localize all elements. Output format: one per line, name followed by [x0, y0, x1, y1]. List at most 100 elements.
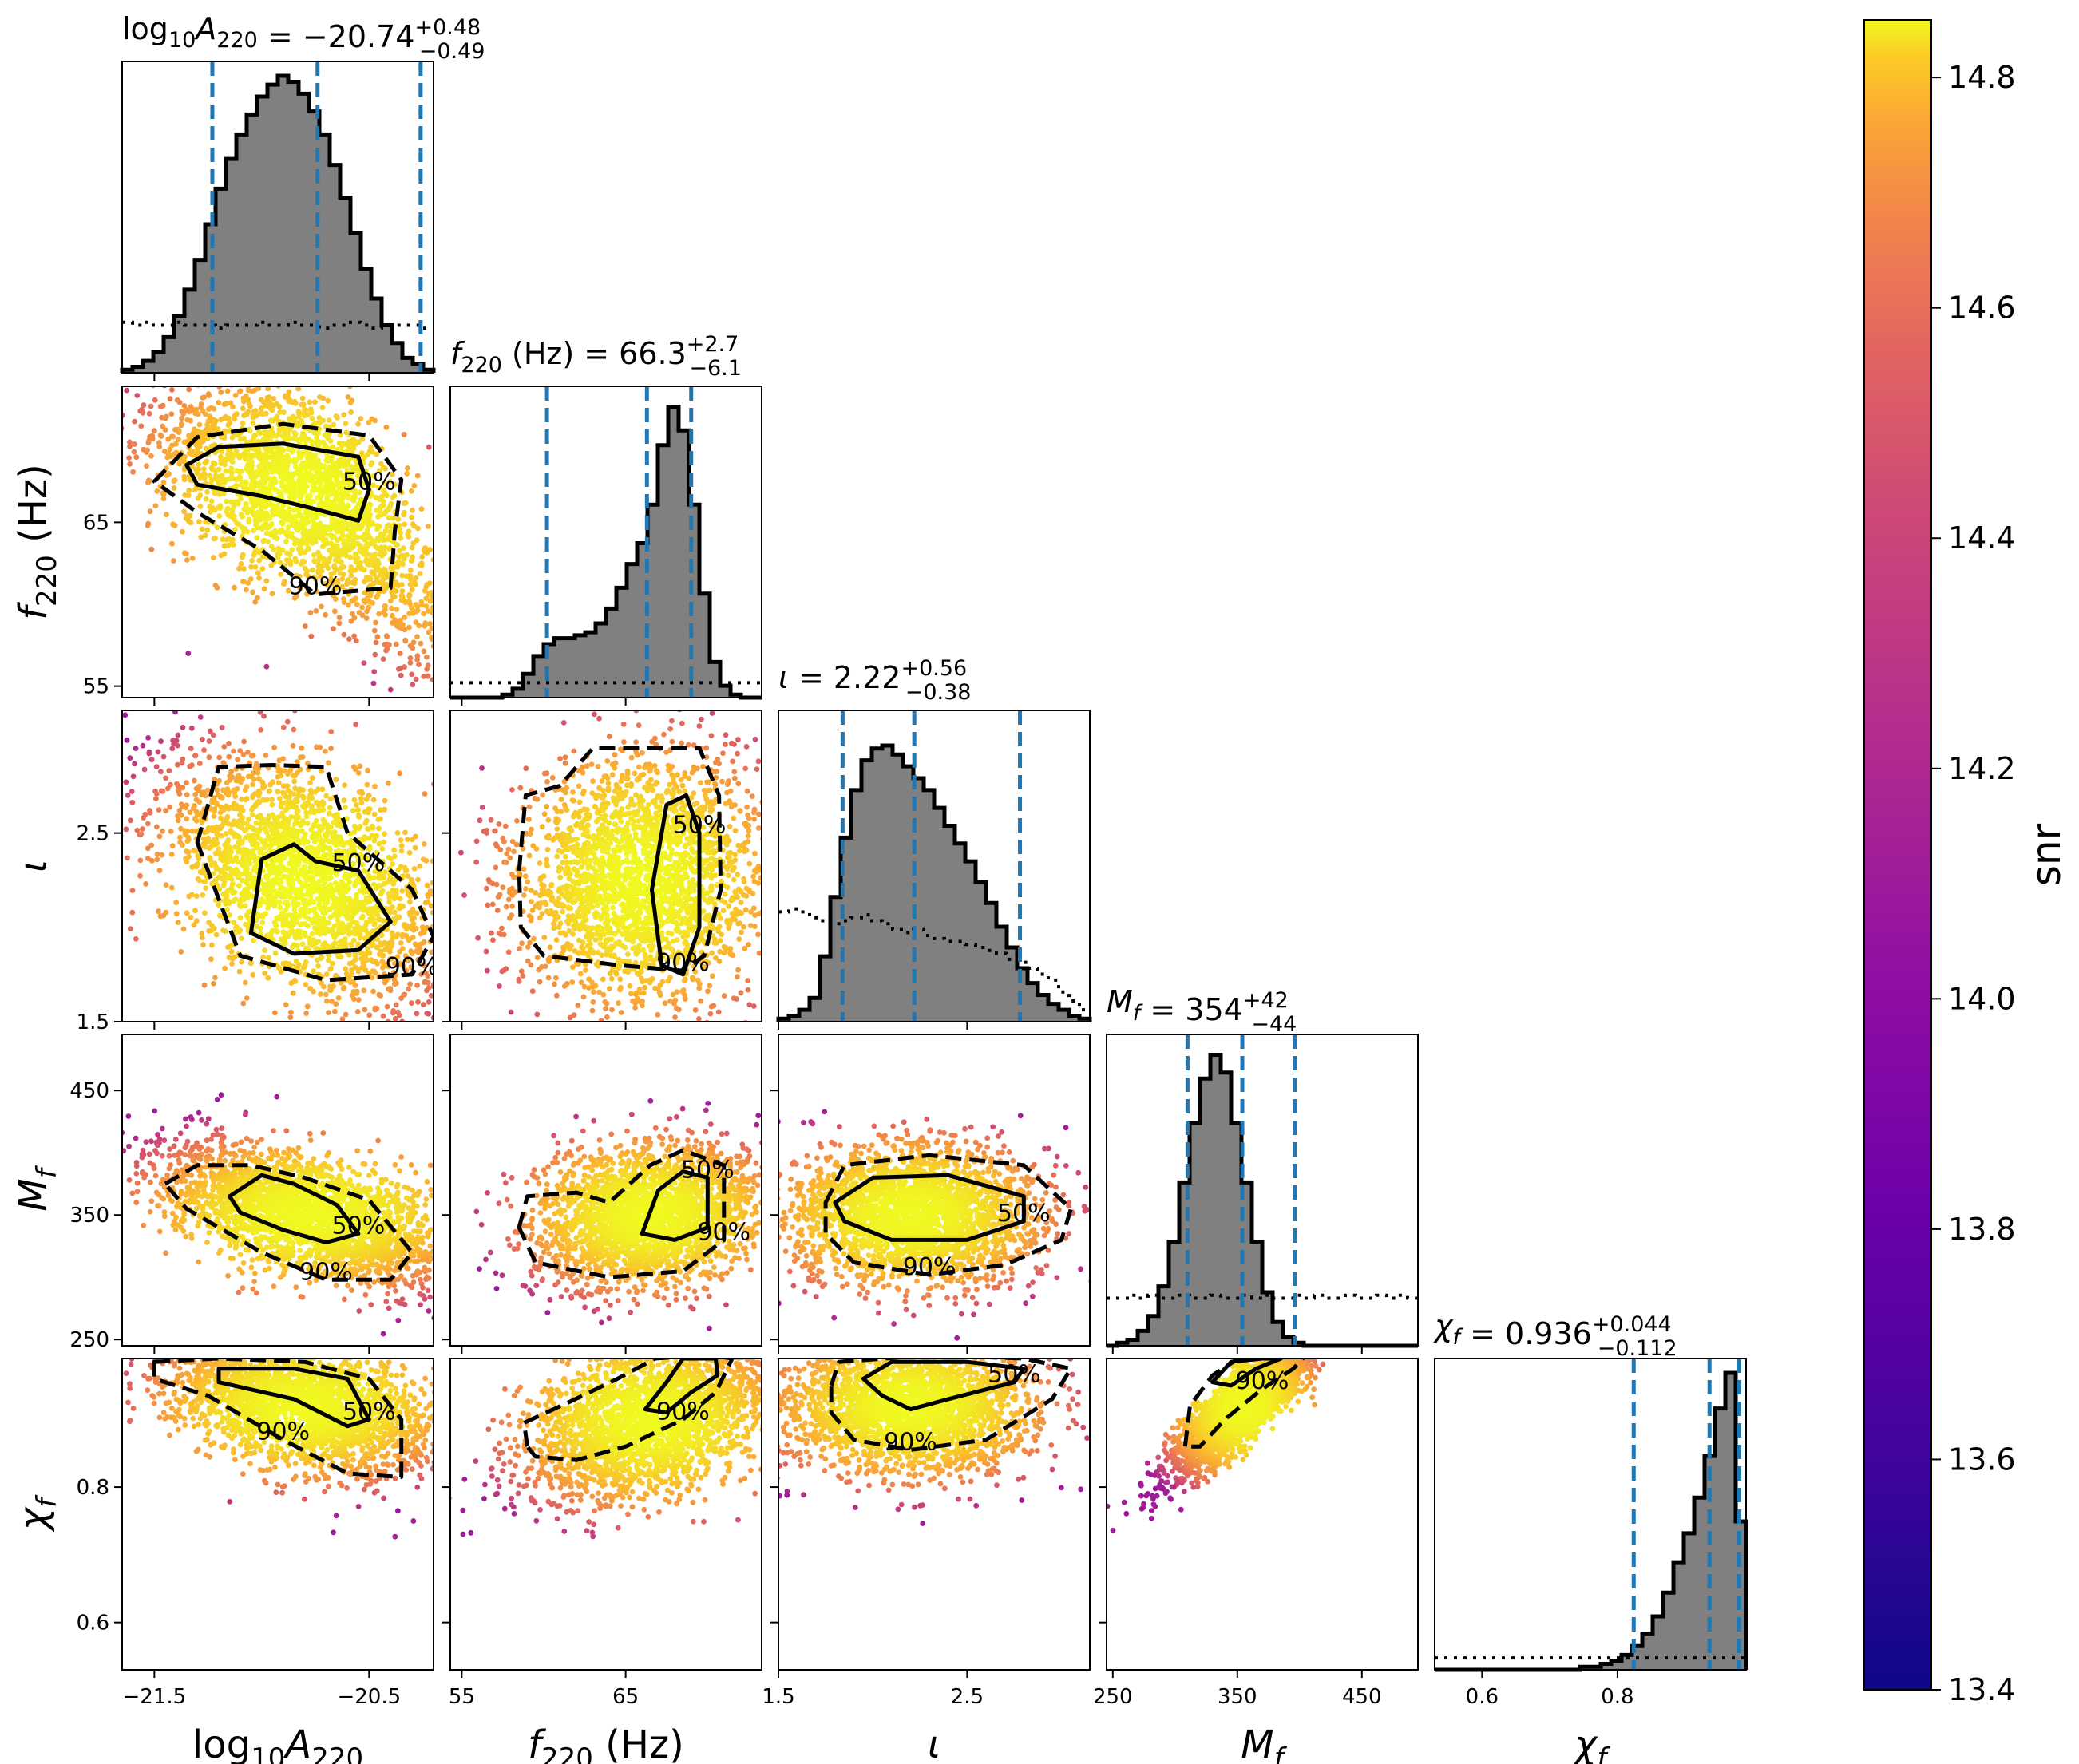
sample-point — [228, 450, 234, 457]
sample-point — [435, 1030, 441, 1036]
sample-point — [355, 807, 361, 813]
sample-point — [199, 935, 205, 941]
sample-point — [442, 598, 448, 603]
sample-point — [416, 662, 422, 667]
sample-point — [459, 651, 465, 657]
sample-point — [341, 984, 347, 991]
sample-point — [164, 512, 169, 517]
sample-point — [450, 643, 456, 649]
sample-point — [438, 575, 443, 581]
sample-point — [206, 838, 212, 844]
sample-point — [198, 534, 204, 540]
sample-point — [291, 488, 298, 495]
sample-point — [411, 866, 418, 872]
sample-point — [473, 711, 479, 717]
sample-point — [201, 475, 208, 481]
sample-point — [154, 856, 160, 863]
sample-point — [249, 388, 255, 394]
sample-point — [419, 924, 426, 930]
sample-point — [249, 557, 255, 564]
sample-point — [332, 940, 339, 946]
sample-point — [213, 836, 220, 842]
sample-point — [275, 545, 282, 552]
sample-point — [409, 544, 415, 551]
sample-point — [434, 635, 439, 641]
sample-point — [413, 676, 419, 682]
sample-point — [148, 842, 155, 848]
sample-point — [222, 871, 228, 877]
sample-point — [376, 840, 382, 847]
sample-point — [277, 409, 283, 415]
sample-point — [392, 909, 398, 916]
sample-point — [207, 728, 213, 734]
sample-point — [201, 466, 207, 472]
sample-point — [315, 939, 322, 944]
sample-point — [324, 494, 331, 500]
sample-point — [352, 964, 358, 971]
sample-point — [309, 805, 315, 811]
sample-point — [196, 461, 202, 467]
sample-point — [368, 461, 374, 468]
sample-point — [256, 575, 262, 581]
sample-point — [257, 925, 263, 931]
sample-point — [201, 471, 208, 477]
sample-point — [396, 905, 402, 912]
sample-point — [287, 1014, 294, 1020]
sample-point — [408, 948, 414, 955]
sample-point — [336, 615, 343, 621]
sample-point — [282, 483, 288, 489]
sample-point — [279, 527, 285, 532]
hist-outline — [776, 743, 1092, 1022]
sample-point — [378, 948, 384, 955]
sample-point — [376, 991, 382, 998]
sample-point — [391, 847, 397, 853]
sample-point — [92, 718, 97, 724]
sample-point — [328, 746, 334, 751]
sample-point — [409, 488, 414, 494]
sample-point — [316, 415, 323, 421]
sample-point — [369, 975, 375, 981]
sample-point — [362, 820, 369, 826]
sample-point — [339, 583, 345, 590]
sample-point — [429, 625, 434, 631]
hist-panel-3: Mf = 354+42 −44 — [1106, 984, 1419, 1354]
sample-point — [146, 410, 152, 417]
sample-point — [402, 627, 408, 633]
sample-point — [253, 820, 259, 826]
sample-point — [493, 793, 498, 798]
sample-point — [196, 421, 203, 428]
sample-point — [438, 841, 443, 847]
sample-point — [262, 970, 268, 976]
sample-point — [327, 983, 333, 990]
sample-point — [411, 483, 418, 488]
sample-point — [224, 388, 231, 394]
sample-point — [263, 578, 270, 584]
sample-point — [181, 477, 188, 483]
sample-point — [362, 935, 368, 941]
sample-point — [327, 847, 333, 853]
sample-point — [424, 882, 430, 888]
sample-point — [140, 742, 146, 749]
sample-point — [434, 657, 440, 662]
sample-point — [229, 961, 235, 967]
sample-point — [353, 559, 359, 565]
sample-point — [390, 861, 395, 867]
sample-point — [361, 868, 367, 874]
sample-point — [417, 864, 423, 869]
sample-point — [444, 702, 449, 708]
sample-point — [303, 945, 310, 951]
sample-point — [349, 862, 355, 868]
sample-point — [309, 439, 315, 445]
sample-point — [199, 526, 205, 532]
sample-point — [372, 556, 378, 562]
sample-point — [374, 523, 381, 529]
sample-point — [414, 1011, 420, 1017]
sample-point — [295, 1026, 301, 1031]
sample-point — [437, 1008, 442, 1014]
sample-point — [410, 906, 416, 912]
sample-point — [272, 479, 279, 485]
sample-point — [345, 394, 351, 400]
sample-point — [528, 773, 533, 779]
contour-label-90: 90% — [289, 573, 343, 601]
sample-point — [297, 455, 303, 461]
